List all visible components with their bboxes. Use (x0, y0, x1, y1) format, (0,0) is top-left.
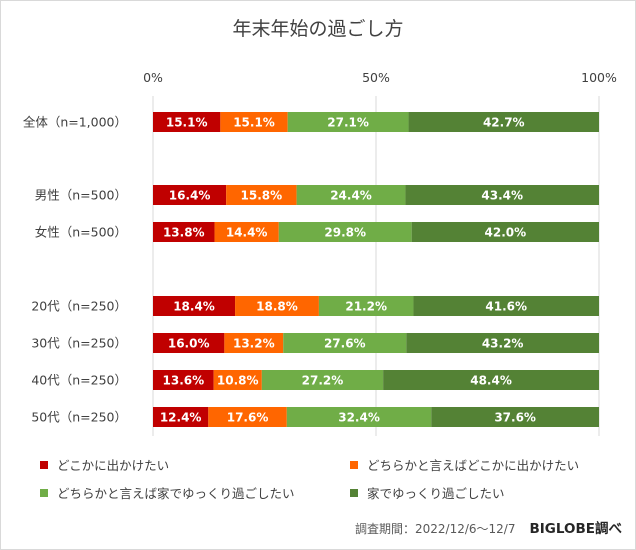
category-label: 男性（n=500） (35, 188, 127, 203)
legend-swatch (40, 488, 48, 497)
data-label: 27.2% (302, 374, 344, 388)
data-label: 16.4% (169, 189, 211, 203)
data-label: 29.8% (324, 226, 366, 240)
bar-segment (153, 407, 209, 427)
bar-segment (383, 370, 599, 390)
bar-segment (224, 333, 284, 353)
legend-swatch (350, 488, 358, 497)
data-label: 18.4% (173, 300, 215, 314)
bar-segment (318, 296, 414, 316)
bar-segment (406, 333, 599, 353)
data-label: 13.6% (163, 374, 205, 388)
bars: 15.1% 15.1% 27.1% 42.7% 16.4% 15.8% 24.4% 43.4%… (153, 112, 599, 427)
x-tick-label: 0% (143, 70, 163, 85)
bar-segment (213, 370, 262, 390)
data-label: 15.1% (233, 116, 275, 130)
data-label: 10.8% (217, 374, 259, 388)
bar-segment (411, 222, 599, 242)
legend-label: どちらかと言えばどこかに出かけたい (367, 458, 580, 473)
bar-segment (431, 407, 599, 427)
legend-swatch (40, 460, 48, 469)
bar-segment (405, 185, 599, 205)
legend-item: どちらかと言えばどこかに出かけたい (350, 455, 579, 474)
bar-segment (226, 185, 297, 205)
chart-title: 年末年始の過ごし方 (232, 18, 404, 40)
legend-item: どこかに出かけたい (40, 455, 169, 474)
data-label: 15.8% (241, 189, 283, 203)
category-label: 女性（n=500） (35, 225, 127, 240)
bar-segment (153, 222, 215, 242)
data-label: 15.1% (166, 116, 208, 130)
bar-segment (278, 222, 412, 242)
category-labels: 全体（n=1,000） 男性（n=500） 女性（n=500） 20代（n=250） 3… (23, 115, 127, 425)
legend-item: 家でゆっくり過ごしたい (350, 483, 505, 502)
bar-segment (286, 407, 432, 427)
data-label: 13.2% (233, 337, 275, 351)
x-tick-label: 50% (362, 70, 390, 85)
legend-label: どちらかと言えば家でゆっくり過ごしたい (57, 486, 295, 501)
bar-segment (153, 370, 214, 390)
data-label: 21.2% (345, 300, 387, 314)
bar-segment (208, 407, 287, 427)
bar-segment (214, 222, 279, 242)
data-label: 17.6% (227, 411, 269, 425)
data-label: 27.1% (327, 116, 369, 130)
bar-segment (287, 112, 409, 132)
source-brand: BIGLOBE調べ (529, 521, 622, 537)
survey-period-note: 調査期間：2022/12/6～12/7 (355, 522, 516, 536)
source-footer: 調査期間：2022/12/6～12/7 BIGLOBE調べ (355, 517, 622, 537)
data-label: 43.2% (482, 337, 524, 351)
bar-segment (153, 333, 225, 353)
bar-segment (283, 333, 407, 353)
bar-segment (220, 112, 288, 132)
data-label: 12.4% (160, 411, 202, 425)
data-label: 41.6% (485, 300, 527, 314)
data-label: 13.8% (163, 226, 205, 240)
bar-segment (413, 296, 599, 316)
bar-segment (235, 296, 319, 316)
bar-segment (261, 370, 384, 390)
data-label: 24.4% (330, 189, 372, 203)
bar-segment (153, 185, 227, 205)
data-label: 14.4% (226, 226, 268, 240)
bar-segment (408, 112, 599, 132)
legend-swatch (350, 460, 358, 469)
x-axis-ticks: 0% 50% 100% (143, 70, 617, 85)
data-label: 16.0% (168, 337, 210, 351)
bar-segment (296, 185, 406, 205)
legend-item: どちらかと言えば家でゆっくり過ごしたい (40, 483, 295, 502)
x-tick-label: 100% (581, 70, 617, 85)
category-label: 40代（n=250） (31, 373, 127, 388)
data-label: 42.0% (485, 226, 527, 240)
data-label: 43.4% (481, 189, 523, 203)
category-label: 50代（n=250） (31, 410, 127, 425)
data-label: 37.6% (494, 411, 536, 425)
legend-label: どこかに出かけたい (57, 458, 170, 473)
data-label: 32.4% (338, 411, 380, 425)
legend-label: 家でゆっくり過ごしたい (367, 486, 505, 501)
category-label: 30代（n=250） (31, 336, 127, 351)
data-label: 42.7% (483, 116, 525, 130)
data-label: 27.6% (324, 337, 366, 351)
data-label: 48.4% (470, 374, 512, 388)
bar-segment (153, 112, 221, 132)
bar-segment (153, 296, 236, 316)
category-label: 全体（n=1,000） (23, 115, 127, 130)
data-label: 18.8% (256, 300, 298, 314)
category-label: 20代（n=250） (31, 299, 127, 314)
